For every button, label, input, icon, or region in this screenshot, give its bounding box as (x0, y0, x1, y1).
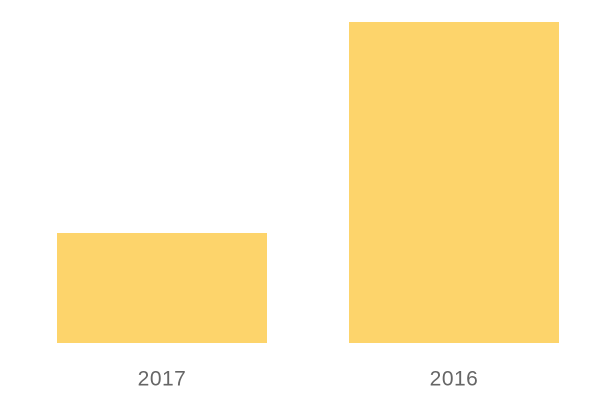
bar (349, 22, 559, 343)
x-tick-label: 2017 (138, 368, 187, 391)
bar (57, 233, 267, 343)
x-tick-label: 2016 (430, 368, 479, 391)
